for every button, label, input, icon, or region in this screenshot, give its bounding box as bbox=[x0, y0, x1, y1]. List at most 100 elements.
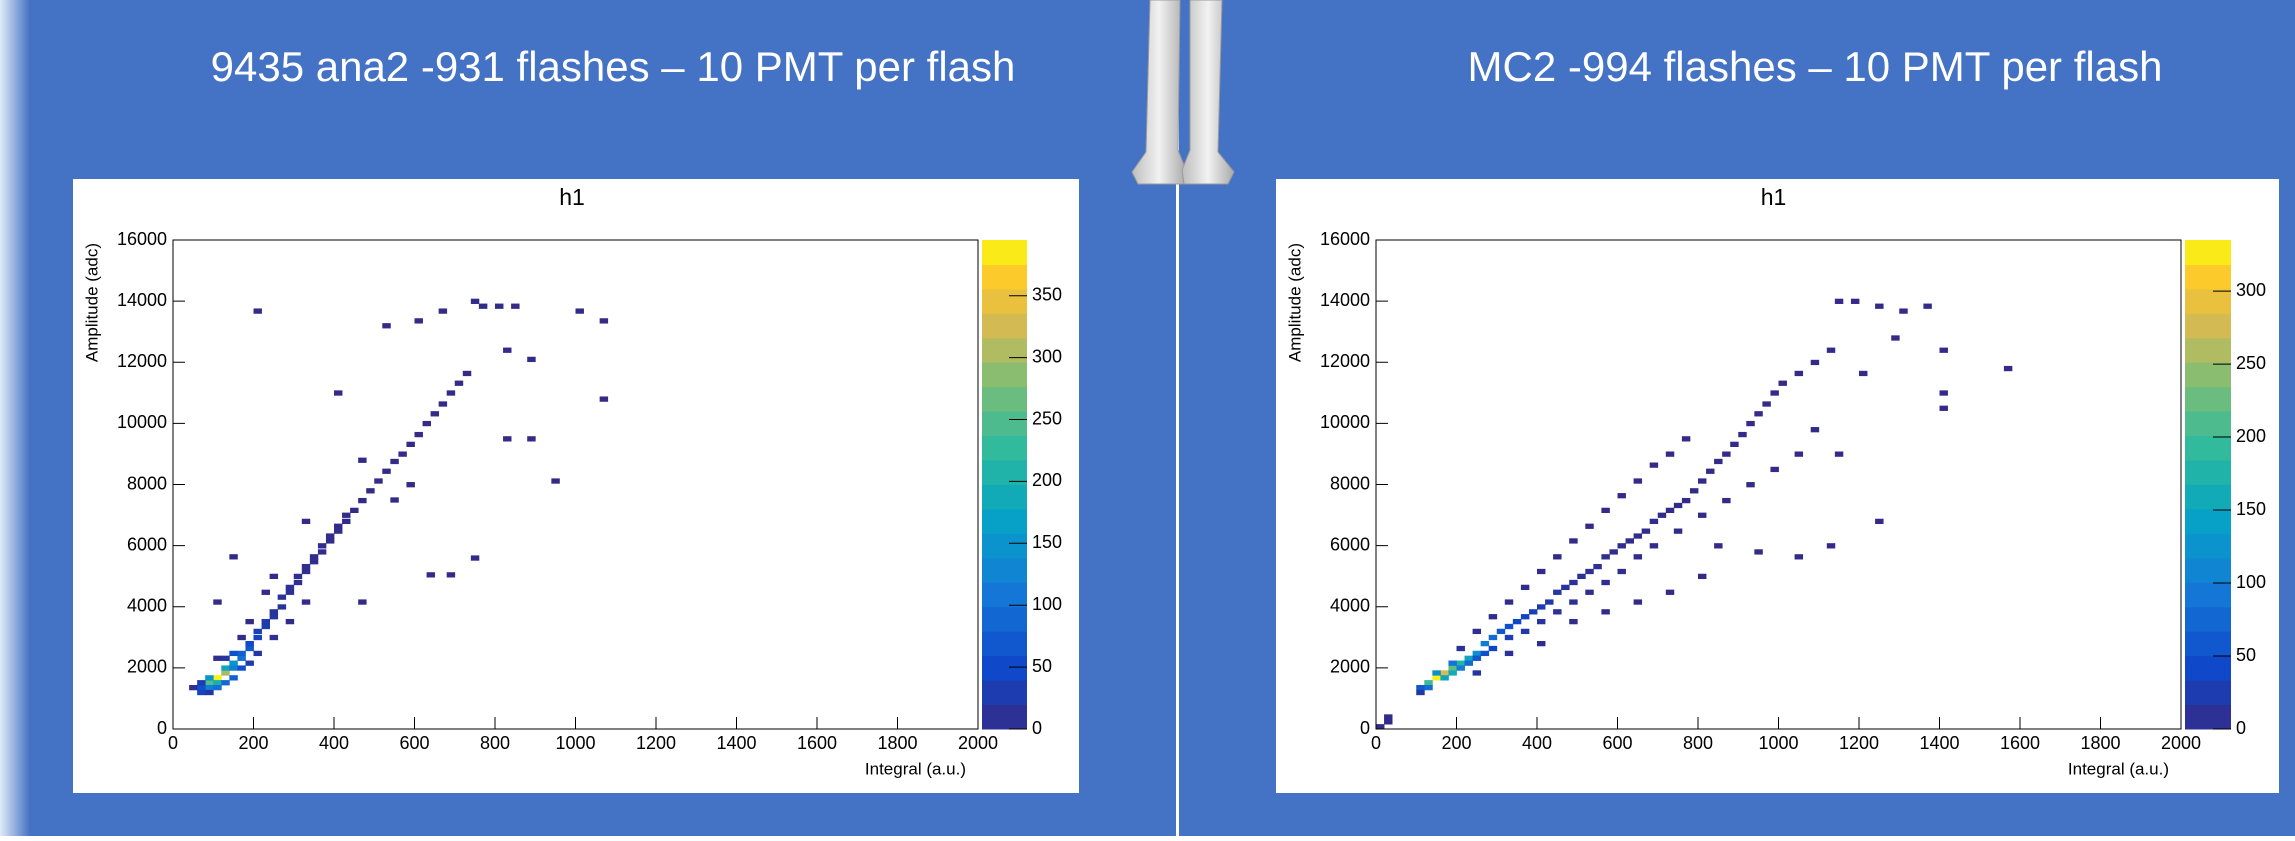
heatmap-cell bbox=[1537, 604, 1545, 609]
heatmap-cell bbox=[600, 318, 608, 323]
heatmap-cell bbox=[1754, 411, 1762, 416]
heatmap-cell bbox=[415, 432, 423, 437]
colorbar-tick-label: 0 bbox=[2236, 718, 2246, 738]
y-tick-label: 12000 bbox=[117, 351, 167, 371]
plot-panel bbox=[1276, 179, 2279, 793]
colorbar-tick-label: 200 bbox=[2236, 426, 2266, 446]
heatmap-cell bbox=[1859, 371, 1867, 376]
heatmap-cell bbox=[205, 680, 213, 685]
heatmap-cell bbox=[237, 656, 245, 661]
heatmap-cell bbox=[229, 554, 237, 559]
x-tick-label: 800 bbox=[480, 733, 510, 753]
heatmap-cell bbox=[1795, 554, 1803, 559]
colorbar-step bbox=[2185, 509, 2231, 534]
heatmap-cell bbox=[1682, 436, 1690, 441]
heatmap-cell bbox=[495, 304, 503, 309]
heatmap-cell bbox=[1875, 304, 1883, 309]
heatmap-cell bbox=[358, 599, 366, 604]
heatmap-cell bbox=[302, 599, 310, 604]
colorbar-step bbox=[2185, 485, 2231, 510]
heatmap-cell bbox=[431, 411, 439, 416]
heatmap-cell bbox=[439, 401, 447, 406]
heatmap-cell bbox=[511, 304, 519, 309]
heatmap-cell bbox=[1626, 538, 1634, 543]
colorbar-step bbox=[982, 338, 1027, 363]
heatmap-cell bbox=[302, 569, 310, 574]
heatmap-cell bbox=[1448, 665, 1456, 670]
heatmap-cell bbox=[551, 478, 559, 483]
x-tick-label: 200 bbox=[238, 733, 268, 753]
colorbar-tick-label: 300 bbox=[1032, 346, 1062, 366]
x-axis-label: Integral (a.u.) bbox=[865, 759, 966, 778]
heatmap-cell bbox=[1714, 459, 1722, 464]
colorbar-step bbox=[2185, 362, 2231, 387]
y-axis-label: Amplitude (adc) bbox=[1285, 243, 1304, 362]
y-tick-label: 4000 bbox=[127, 596, 167, 616]
colorbar-step bbox=[2185, 289, 2231, 314]
heatmap-cell bbox=[1473, 656, 1481, 661]
x-tick-label: 1600 bbox=[797, 733, 837, 753]
heatmap-cell bbox=[1424, 685, 1432, 690]
colorbar-step bbox=[982, 436, 1027, 461]
colorbar-step bbox=[2185, 607, 2231, 632]
x-tick-label: 400 bbox=[1522, 733, 1552, 753]
heatmap-cell bbox=[221, 670, 229, 675]
heatmap-cell bbox=[1424, 680, 1432, 685]
colorbar-step bbox=[2185, 656, 2231, 681]
colorbar-step bbox=[982, 705, 1027, 730]
y-tick-label: 8000 bbox=[1330, 473, 1370, 493]
left-edge bbox=[0, 0, 30, 836]
heatmap-cell bbox=[1698, 513, 1706, 518]
heatmap-cell bbox=[262, 590, 270, 595]
colorbar-step bbox=[982, 485, 1027, 510]
heatmap-cell bbox=[1730, 442, 1738, 447]
colorbar-step bbox=[2185, 264, 2231, 289]
heatmap-cell bbox=[1722, 451, 1730, 456]
heatmap-cell bbox=[1553, 609, 1561, 614]
heatmap-cell bbox=[1779, 381, 1787, 386]
heatmap-cell bbox=[254, 651, 262, 656]
colorbar-tick-label: 250 bbox=[2236, 353, 2266, 373]
heatmap-cell bbox=[463, 371, 471, 376]
colorbar-step bbox=[2185, 582, 2231, 607]
heatmap-cell bbox=[1698, 478, 1706, 483]
heatmap-cell bbox=[1835, 299, 1843, 304]
heatmap-cell bbox=[1473, 651, 1481, 656]
heatmap-cell bbox=[1940, 390, 1948, 395]
y-tick-label: 12000 bbox=[1320, 351, 1370, 371]
heatmap-cell bbox=[455, 381, 463, 386]
heatmap-cell bbox=[205, 675, 213, 680]
heatmap-cell bbox=[1923, 304, 1931, 309]
heatmap-cell bbox=[1601, 609, 1609, 614]
heatmap-cell bbox=[342, 519, 350, 524]
heatmap-cell bbox=[189, 685, 197, 690]
heatmap-cell bbox=[262, 624, 270, 629]
colorbar-step bbox=[982, 680, 1027, 705]
heatmap-cell bbox=[1545, 599, 1553, 604]
heatmap-cell bbox=[1465, 656, 1473, 661]
page: 9435 ana2 -931 flashes – 10 PMT per flas… bbox=[0, 0, 2295, 836]
heatmap-cell bbox=[1593, 564, 1601, 569]
heatmap-cell bbox=[1835, 451, 1843, 456]
x-tick-label: 1600 bbox=[2000, 733, 2040, 753]
heatmap-cell bbox=[318, 549, 326, 554]
heatmap-cell bbox=[1489, 635, 1497, 640]
x-tick-label: 1000 bbox=[1758, 733, 1798, 753]
plot-panel bbox=[73, 179, 1079, 793]
x-tick-label: 1800 bbox=[2080, 733, 2120, 753]
heatmap-cell bbox=[358, 498, 366, 503]
heatmap-cell bbox=[229, 675, 237, 680]
heatmap-cell bbox=[1457, 665, 1465, 670]
heatmap-cell bbox=[1577, 574, 1585, 579]
heatmap-cell bbox=[366, 488, 374, 493]
heatmap-cell bbox=[1513, 619, 1521, 624]
heatmap-cell bbox=[1432, 675, 1440, 680]
heatmap-cell bbox=[1489, 614, 1497, 619]
colorbar-step bbox=[982, 240, 1027, 265]
heatmap-cell bbox=[302, 519, 310, 524]
x-tick-label: 200 bbox=[1441, 733, 1471, 753]
heatmap-cell bbox=[503, 436, 511, 441]
colorbar-tick-label: 50 bbox=[2236, 645, 2256, 665]
heatmap-cell bbox=[1827, 543, 1835, 548]
heatmap-cell bbox=[270, 609, 278, 614]
